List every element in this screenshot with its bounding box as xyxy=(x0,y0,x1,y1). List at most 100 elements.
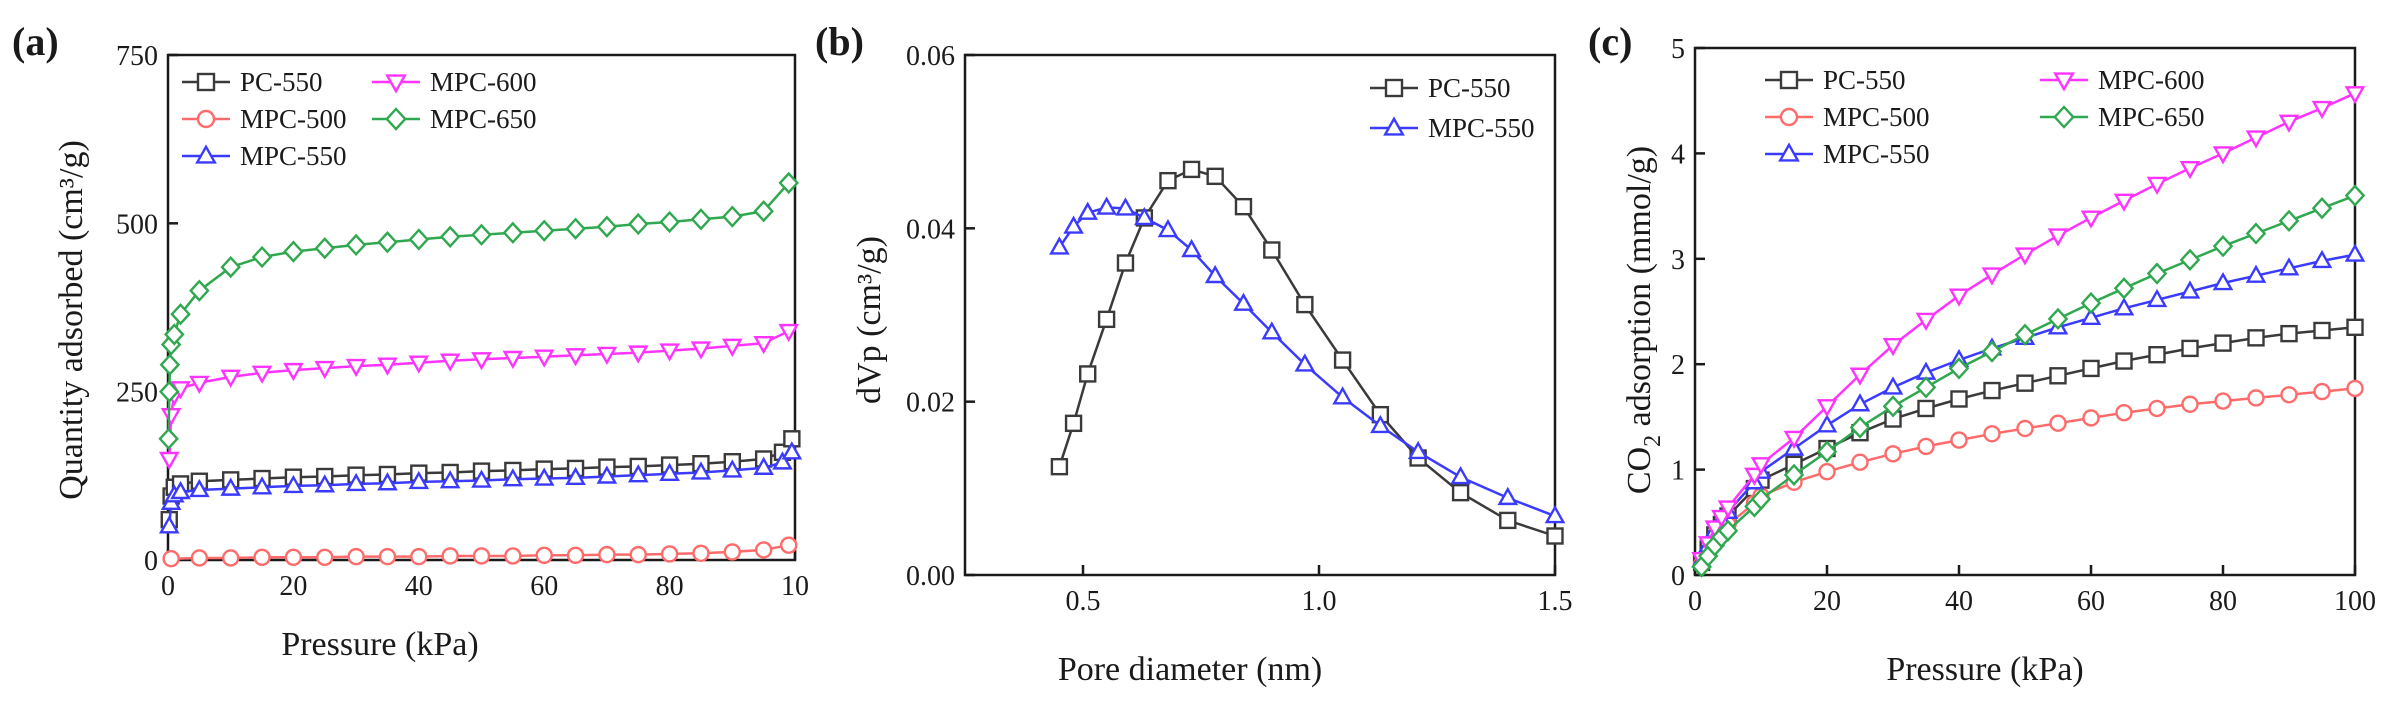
data-point xyxy=(158,380,180,403)
legend-marker xyxy=(196,72,216,92)
legend-item: MPC-550 xyxy=(1765,139,1930,169)
legend-marker xyxy=(385,107,407,131)
data-point xyxy=(2146,262,2168,285)
data-point xyxy=(1407,440,1429,460)
legend-label: MPC-550 xyxy=(1428,113,1535,143)
legend-marker xyxy=(385,74,407,94)
data-point xyxy=(2245,222,2267,245)
y-axis-title-c-rest: adsorption (mmol/g) xyxy=(1621,146,1658,435)
data-point xyxy=(251,245,273,269)
data-point xyxy=(565,466,586,486)
data-point xyxy=(2313,382,2331,401)
data-point xyxy=(1882,395,1904,418)
y-tick-label: 4 xyxy=(1671,139,1685,170)
data-point xyxy=(2082,359,2100,378)
data-point xyxy=(1849,393,1871,412)
legend-marker xyxy=(1778,142,1800,162)
series-mpc-600 xyxy=(158,323,800,471)
data-point xyxy=(1950,390,1968,408)
data-point xyxy=(2115,403,2133,422)
data-point xyxy=(721,459,743,478)
data-point xyxy=(2278,114,2300,133)
series-pc-550 xyxy=(1050,160,1564,545)
data-point xyxy=(1182,160,1201,179)
x-tick-label: 20 xyxy=(279,571,307,602)
x-tick-label: 1.0 xyxy=(1302,586,1337,617)
legend-label: PC-550 xyxy=(1428,73,1511,103)
data-point xyxy=(1294,353,1316,372)
data-point xyxy=(1917,399,1935,418)
data-point xyxy=(1750,487,1772,511)
data-point xyxy=(220,369,242,388)
y-axis-title-c: CO2 adsorption (mmol/g) xyxy=(1621,146,1666,494)
plot-area-c: 0 20 40 60 80 100 0 1 2 3 4 5 PC-550 MPC-500 MPC-550 MP… xyxy=(1671,34,2376,617)
data-point xyxy=(533,349,555,368)
y-tick-label: 750 xyxy=(116,41,158,72)
data-point xyxy=(692,544,710,562)
legend-item: PC-550 xyxy=(1370,73,1511,103)
data-point xyxy=(253,548,271,567)
data-point xyxy=(377,357,398,376)
data-point xyxy=(2212,146,2234,165)
data-point xyxy=(2047,228,2069,247)
data-point xyxy=(170,303,191,326)
data-point xyxy=(1234,197,1253,216)
data-point xyxy=(2179,280,2201,299)
data-point xyxy=(2311,249,2333,269)
data-point xyxy=(1915,312,1937,331)
data-point xyxy=(1116,254,1135,272)
data-point xyxy=(772,451,793,470)
data-point xyxy=(2148,399,2166,418)
data-point xyxy=(160,408,182,427)
data-point xyxy=(566,546,585,564)
data-point xyxy=(170,480,191,500)
legend: PC-550 MPC-550 xyxy=(1370,73,1535,143)
data-point xyxy=(2049,414,2067,432)
data-point xyxy=(159,353,181,376)
data-point xyxy=(660,545,679,563)
data-point xyxy=(408,355,430,374)
data-point xyxy=(2311,100,2333,120)
data-point xyxy=(690,341,712,360)
x-axis-title-b: Pore diameter (nm) xyxy=(1058,651,1322,688)
data-point xyxy=(1783,430,1805,450)
plot-frame xyxy=(1693,46,2357,577)
data-point xyxy=(158,427,179,450)
legend-label: MPC-650 xyxy=(2098,102,2205,132)
data-point xyxy=(1711,509,1732,529)
legend-item: MPC-600 xyxy=(372,67,537,97)
panel-label-c: (c) xyxy=(1588,19,1632,64)
x-tick-label: 60 xyxy=(2077,586,2105,617)
data-point xyxy=(471,352,492,371)
data-point xyxy=(162,549,180,568)
y-axis-title-a: Quantity adsorbed (cm³/g) xyxy=(53,140,90,500)
data-point xyxy=(314,237,336,260)
x-tick-label: 40 xyxy=(405,571,433,602)
data-point xyxy=(2344,86,2366,105)
data-point xyxy=(2247,389,2265,407)
data-point xyxy=(596,346,618,366)
legend-item: PC-550 xyxy=(182,67,323,97)
legend-marker xyxy=(196,109,216,129)
data-point xyxy=(565,348,586,367)
data-point xyxy=(251,365,273,384)
x-tick-label: 0 xyxy=(161,571,175,602)
data-point xyxy=(721,338,743,357)
data-point xyxy=(2014,247,2036,266)
legend-marker xyxy=(2053,72,2075,92)
y-tick-label: 5 xyxy=(1671,34,1685,65)
data-point xyxy=(753,200,774,223)
data-point xyxy=(2016,419,2034,438)
y-tick-label: 0.02 xyxy=(906,388,955,419)
data-point xyxy=(1744,467,1765,486)
data-point xyxy=(2080,306,2102,326)
data-point xyxy=(283,240,304,263)
data-point xyxy=(2346,379,2364,398)
data-point xyxy=(753,335,774,355)
data-point xyxy=(2179,160,2201,180)
y-tick-label: 500 xyxy=(116,209,158,240)
data-point xyxy=(1948,288,1970,307)
data-point xyxy=(283,362,304,382)
legend-item: MPC-500 xyxy=(1765,102,1930,132)
y-tick-label: 0.04 xyxy=(906,214,955,245)
